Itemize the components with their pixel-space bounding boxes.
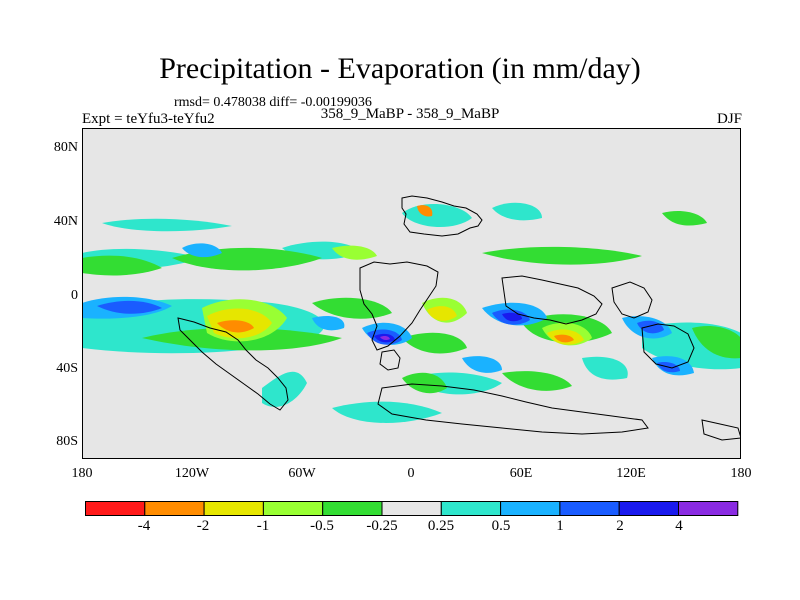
colorbar xyxy=(85,501,739,516)
colorbar-level-label: -4 xyxy=(137,518,151,534)
lon-label-120w: 120W xyxy=(174,466,210,481)
colorbar-box xyxy=(322,501,383,516)
season-label: DJF xyxy=(716,111,742,127)
lon-label-180e: 180 xyxy=(730,466,752,481)
map-title: Precipitation - Evaporation (in mm/day) xyxy=(159,52,641,85)
colorbar-box xyxy=(203,501,264,516)
colorbar-level-label: -0.5 xyxy=(310,518,334,534)
colorbar-level-label: 1 xyxy=(556,518,564,534)
colorbar-box xyxy=(440,501,502,516)
lon-label-60e: 60E xyxy=(509,466,533,481)
colorbar-box xyxy=(500,501,561,516)
lat-label-80s: 80S xyxy=(56,434,78,449)
colorbar-box xyxy=(262,501,324,516)
plot-frame xyxy=(82,128,741,459)
colorbar-level-label: -2 xyxy=(196,518,210,534)
lon-label-120e: 120E xyxy=(616,466,646,481)
colorbar-box xyxy=(381,501,442,516)
experiment-label: Expt = teYfu3-teYfu2 xyxy=(82,111,215,127)
lon-label-180w: 180 xyxy=(71,466,93,481)
map-background xyxy=(82,128,741,459)
colorbar-level-label: -0.25 xyxy=(366,518,398,534)
colorbar-box xyxy=(559,501,620,516)
colorbar-box xyxy=(85,501,146,516)
colorbar-level-label: 2 xyxy=(616,518,624,534)
lat-label-40n: 40N xyxy=(53,214,78,229)
lat-label-0: 0 xyxy=(71,288,78,303)
lat-label-80n: 80N xyxy=(53,140,78,155)
colorbar-level-label: -1 xyxy=(256,518,270,534)
map-plot xyxy=(82,128,741,459)
lon-label-0: 0 xyxy=(407,466,415,481)
colorbar-box xyxy=(144,501,205,516)
colorbar-level-label: 0.25 xyxy=(427,518,455,534)
colorbar-level-label: 0.5 xyxy=(491,518,511,534)
colorbar-box xyxy=(618,501,680,516)
lon-label-60w: 60W xyxy=(288,466,316,481)
statistics-text: rmsd= 0.478038 diff= -0.00199036 xyxy=(174,95,372,110)
period-label: 358_9_MaBP - 358_9_MaBP xyxy=(320,106,500,122)
colorbar-level-label: 4 xyxy=(675,518,683,534)
lat-label-40s: 40S xyxy=(56,361,78,376)
colorbar-box xyxy=(678,501,739,516)
precipitation-field xyxy=(82,202,741,424)
coastlines xyxy=(177,195,741,441)
